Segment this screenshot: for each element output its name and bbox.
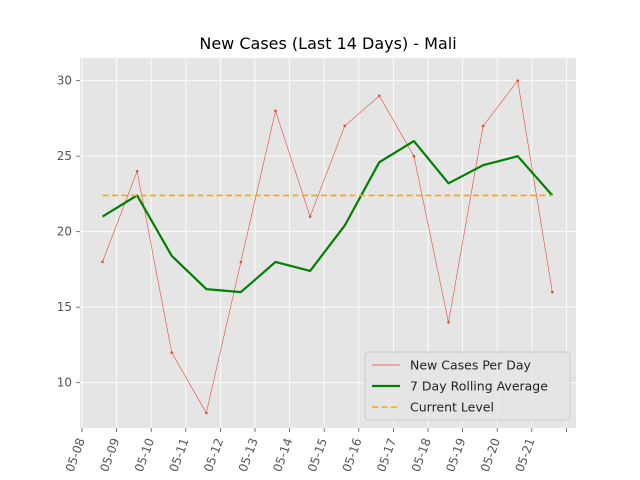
- y-tick-label: 25: [57, 149, 72, 163]
- new-cases-point: [343, 124, 347, 128]
- x-tick-label: 05-15: [305, 436, 330, 474]
- y-tick-label: 10: [57, 376, 72, 390]
- chart-title: New Cases (Last 14 Days) - Mali: [199, 34, 456, 53]
- series-group: [101, 79, 554, 415]
- new-cases-point: [378, 94, 381, 98]
- x-tick-label: 05-08: [63, 436, 88, 474]
- x-tick-label: 05-18: [409, 436, 434, 474]
- new-cases-point: [551, 290, 554, 294]
- new-cases-line: [102, 79, 553, 414]
- x-tick-label: 05-17: [374, 436, 399, 474]
- x-tick-label: 05-10: [132, 436, 157, 474]
- legend-label: 7 Day Rolling Average: [410, 379, 548, 394]
- legend-label: New Cases Per Day: [410, 358, 531, 373]
- legend-box: [364, 351, 571, 421]
- y-tick-label: 15: [57, 300, 72, 314]
- x-tick-label: 05-21: [513, 436, 538, 474]
- new-cases-point: [135, 169, 139, 173]
- legend: New Cases Per Day 7 Day Rolling Average Cu…: [364, 351, 571, 421]
- x-tick-label: 05-16: [340, 436, 365, 474]
- y-tick-label: 30: [57, 74, 72, 88]
- new-cases-point: [205, 411, 208, 415]
- legend-label: Current Level: [410, 400, 494, 415]
- x-tick-label: 05-20: [478, 436, 503, 474]
- x-tick-label: 05-14: [270, 436, 295, 474]
- x-tick-label: 05-09: [97, 436, 122, 474]
- new-cases-point: [412, 154, 416, 158]
- new-cases-point: [239, 260, 243, 264]
- x-tick-label: 05-12: [201, 436, 226, 474]
- x-tick-label: 05-13: [236, 436, 261, 474]
- new-cases-point: [481, 124, 485, 128]
- new-cases-point: [516, 79, 519, 82]
- rolling-average-line: [101, 140, 554, 294]
- new-cases-point: [170, 351, 173, 354]
- x-tick-label: 05-19: [443, 436, 468, 474]
- x-tick-label: 05-11: [167, 436, 192, 474]
- y-tick-label: 20: [57, 225, 72, 239]
- new-cases-point: [101, 260, 104, 264]
- new-cases-point: [447, 320, 450, 324]
- new-cases-point: [274, 109, 277, 113]
- new-cases-point: [308, 215, 312, 218]
